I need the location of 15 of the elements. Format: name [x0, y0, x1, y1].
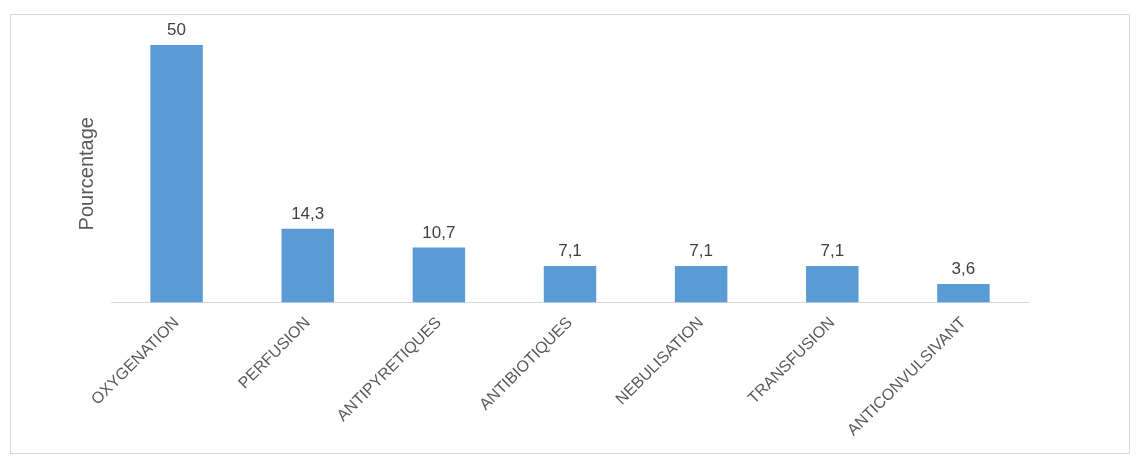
data-label: 50 [167, 20, 187, 40]
data-label: 7,1 [558, 241, 582, 261]
bar [543, 265, 597, 303]
bar [674, 265, 728, 303]
data-label: 7,1 [820, 241, 845, 261]
data-label: 3,6 [951, 259, 976, 279]
data-label: 10,7 [422, 222, 456, 242]
bar [806, 265, 859, 303]
bar [281, 228, 334, 303]
data-label: 14,3 [291, 204, 325, 224]
bar [412, 247, 466, 303]
bar [150, 45, 203, 303]
data-label: 7,1 [689, 241, 713, 261]
bar [937, 283, 990, 303]
y-axis-title: Pourcentage [74, 117, 97, 231]
